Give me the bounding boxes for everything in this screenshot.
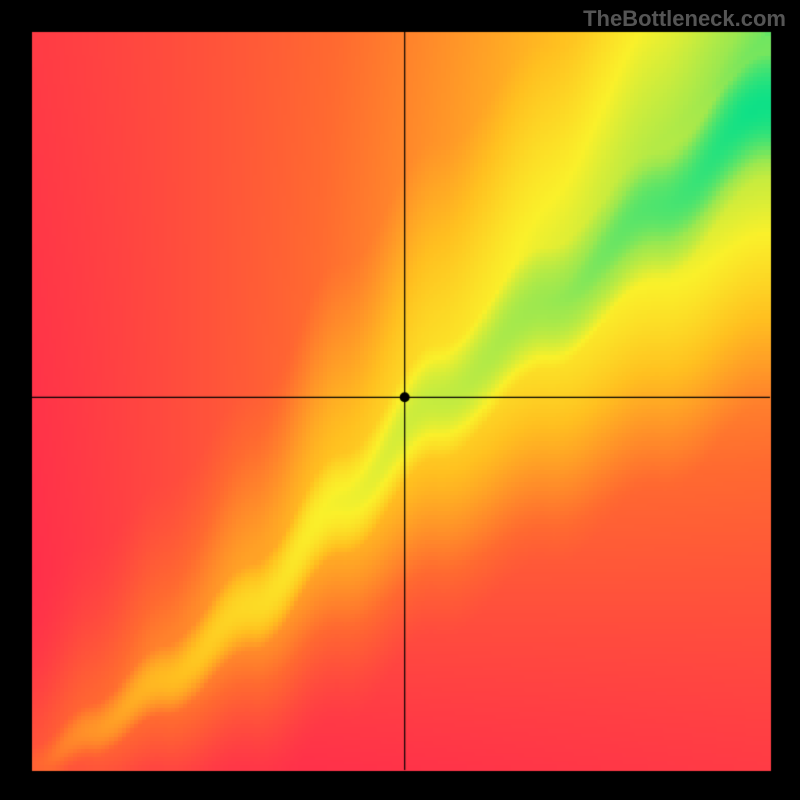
chart-container: TheBottleneck.com [0, 0, 800, 800]
watermark-text: TheBottleneck.com [583, 6, 786, 32]
heatmap-canvas [0, 0, 800, 800]
